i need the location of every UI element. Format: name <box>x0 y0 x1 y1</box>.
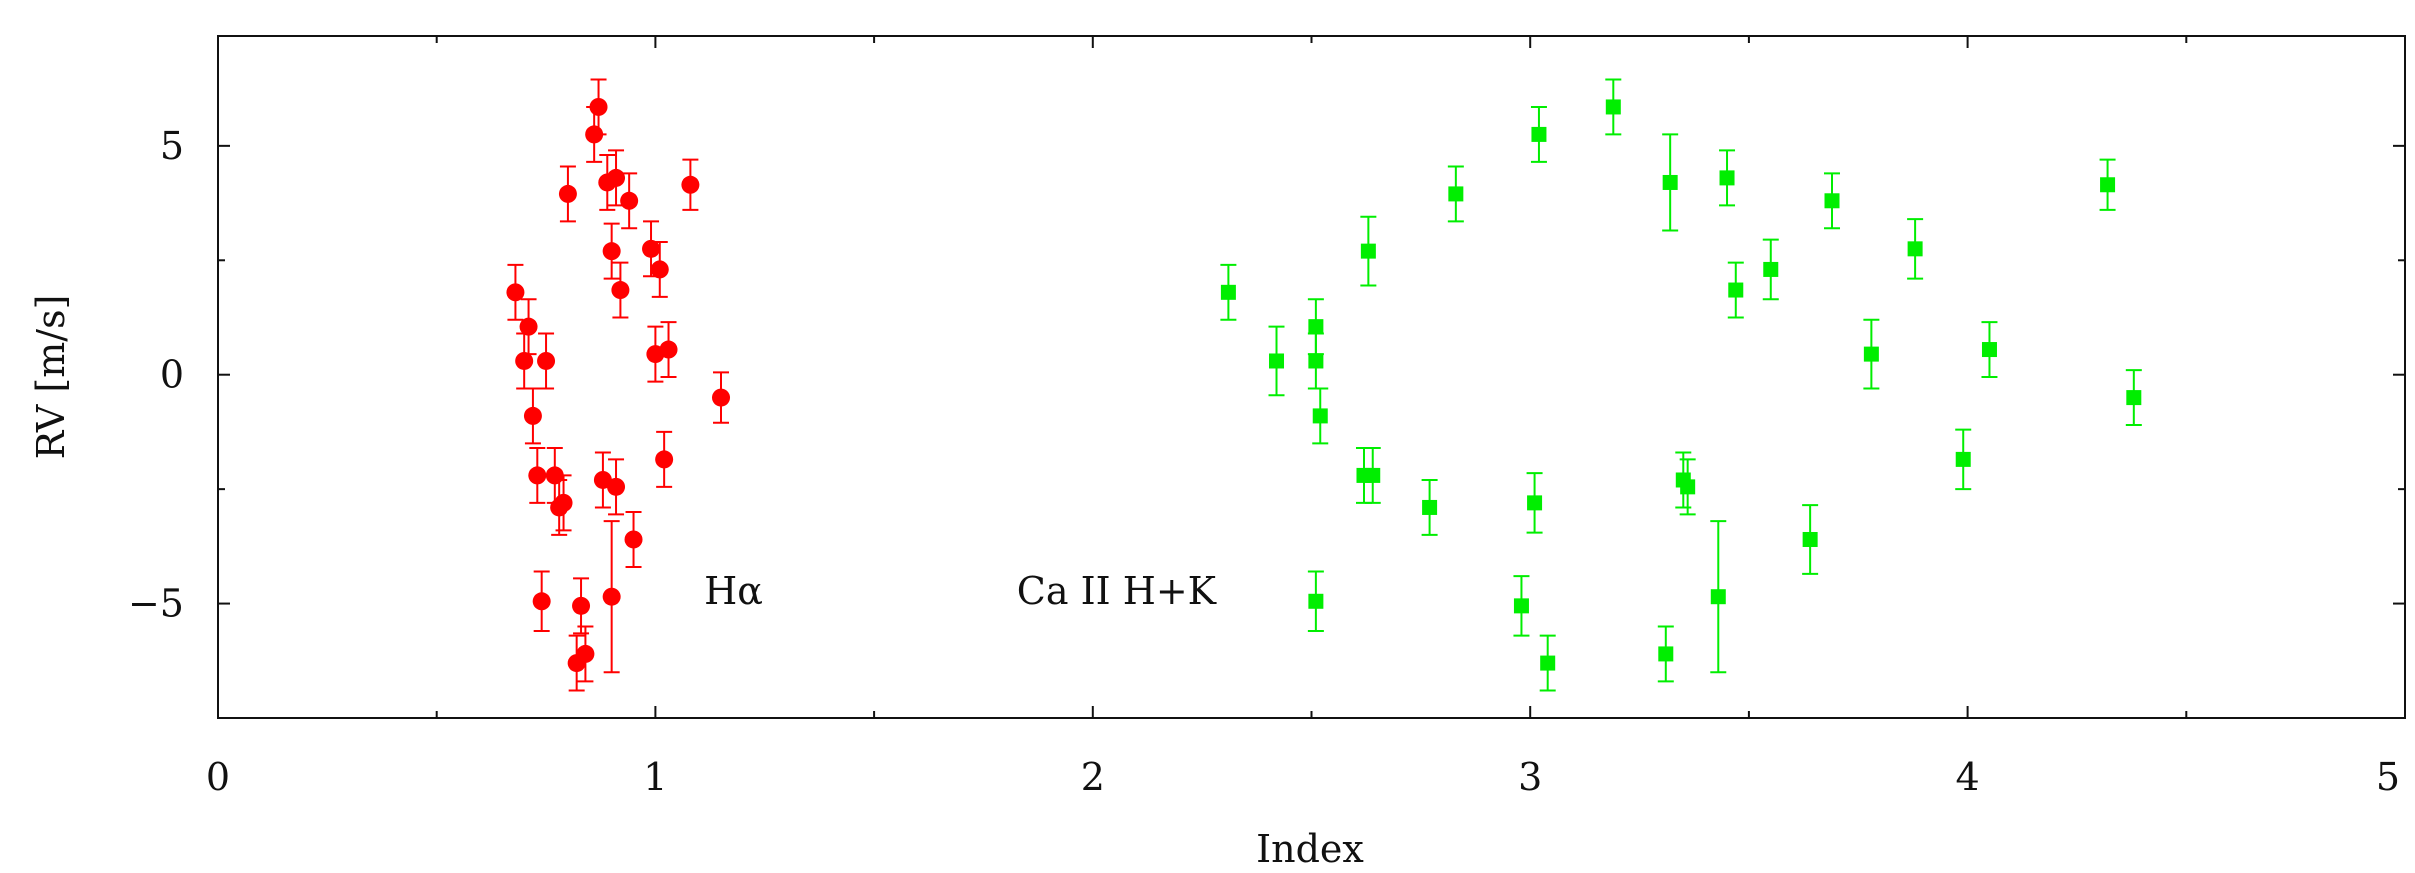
data-point-square <box>2126 390 2142 406</box>
data-point-circle <box>659 340 678 359</box>
data-point-square <box>1308 353 1324 369</box>
data-point-circle <box>506 283 525 302</box>
data-point-square <box>1728 282 1744 298</box>
data-point-square <box>1312 408 1328 424</box>
x-tick-label: 5 <box>2376 755 2400 799</box>
data-point-square <box>1719 170 1735 186</box>
data-point-square <box>1527 495 1543 511</box>
data-point-circle <box>602 242 621 261</box>
data-point-square <box>1540 655 1556 671</box>
data-point-square <box>1863 346 1879 362</box>
data-point-circle <box>607 168 626 187</box>
data-point-circle <box>611 281 630 300</box>
data-point-circle <box>650 260 669 279</box>
data-point-square <box>1662 174 1678 190</box>
data-point-square <box>1513 598 1529 614</box>
data-point-square <box>1269 353 1285 369</box>
data-point-circle <box>537 351 556 370</box>
data-point-circle <box>602 587 621 606</box>
x-tick-label: 4 <box>1956 755 1980 799</box>
x-tick-label: 1 <box>643 755 667 799</box>
data-point-square <box>1220 284 1236 300</box>
data-point-circle <box>655 450 674 469</box>
annotation-caii-hk: Ca II H+K <box>1017 569 1217 613</box>
data-point-circle <box>558 184 577 203</box>
data-point-circle <box>519 317 538 336</box>
data-point-circle <box>523 406 542 425</box>
data-point-square <box>1802 531 1818 547</box>
data-point-square <box>1981 342 1997 358</box>
data-point-circle <box>620 191 639 210</box>
series-layer <box>506 78 2142 692</box>
data-point-square <box>1955 451 1971 467</box>
data-point-square <box>1365 467 1381 483</box>
data-point-square <box>1680 479 1696 495</box>
x-tick-label: 2 <box>1081 755 1105 799</box>
annotation-halpha: Hα <box>704 569 763 613</box>
data-point-square <box>1658 646 1674 662</box>
data-point-circle <box>624 530 643 549</box>
data-point-circle <box>532 592 551 611</box>
data-point-square <box>1360 243 1376 259</box>
data-point-circle <box>576 644 595 663</box>
data-point-circle <box>607 477 626 496</box>
data-point-square <box>1422 499 1438 515</box>
data-point-circle <box>589 97 608 116</box>
data-point-square <box>1448 186 1464 202</box>
data-point-square <box>1308 593 1324 609</box>
tick-layer: 0 1 2 3 4 5 −5 0 5 <box>128 36 2406 799</box>
x-tick-label: 3 <box>1518 755 1542 799</box>
series-red-circles <box>506 78 731 692</box>
data-point-circle <box>528 466 547 485</box>
data-point-circle <box>712 388 731 407</box>
data-point-square <box>1824 193 1840 209</box>
data-point-square <box>1710 589 1726 605</box>
series-green-squares <box>1220 78 2142 692</box>
x-axis-label: Index <box>1256 827 1364 871</box>
y-tick-label: 5 <box>160 124 184 168</box>
data-point-square <box>1763 261 1779 277</box>
data-point-circle <box>572 596 591 615</box>
data-point-circle <box>681 175 700 194</box>
data-point-square <box>1308 319 1324 335</box>
data-point-square <box>2100 177 2116 193</box>
data-point-circle <box>554 493 573 512</box>
y-tick-label: 0 <box>160 353 184 397</box>
data-point-square <box>1531 126 1547 142</box>
data-point-circle <box>515 351 534 370</box>
data-point-circle <box>642 239 661 258</box>
data-point-square <box>1605 99 1621 115</box>
y-axis-label: RV [m/s] <box>29 295 73 460</box>
data-point-square <box>1907 241 1923 257</box>
y-tick-label: −5 <box>128 582 184 626</box>
x-tick-label: 0 <box>206 755 230 799</box>
